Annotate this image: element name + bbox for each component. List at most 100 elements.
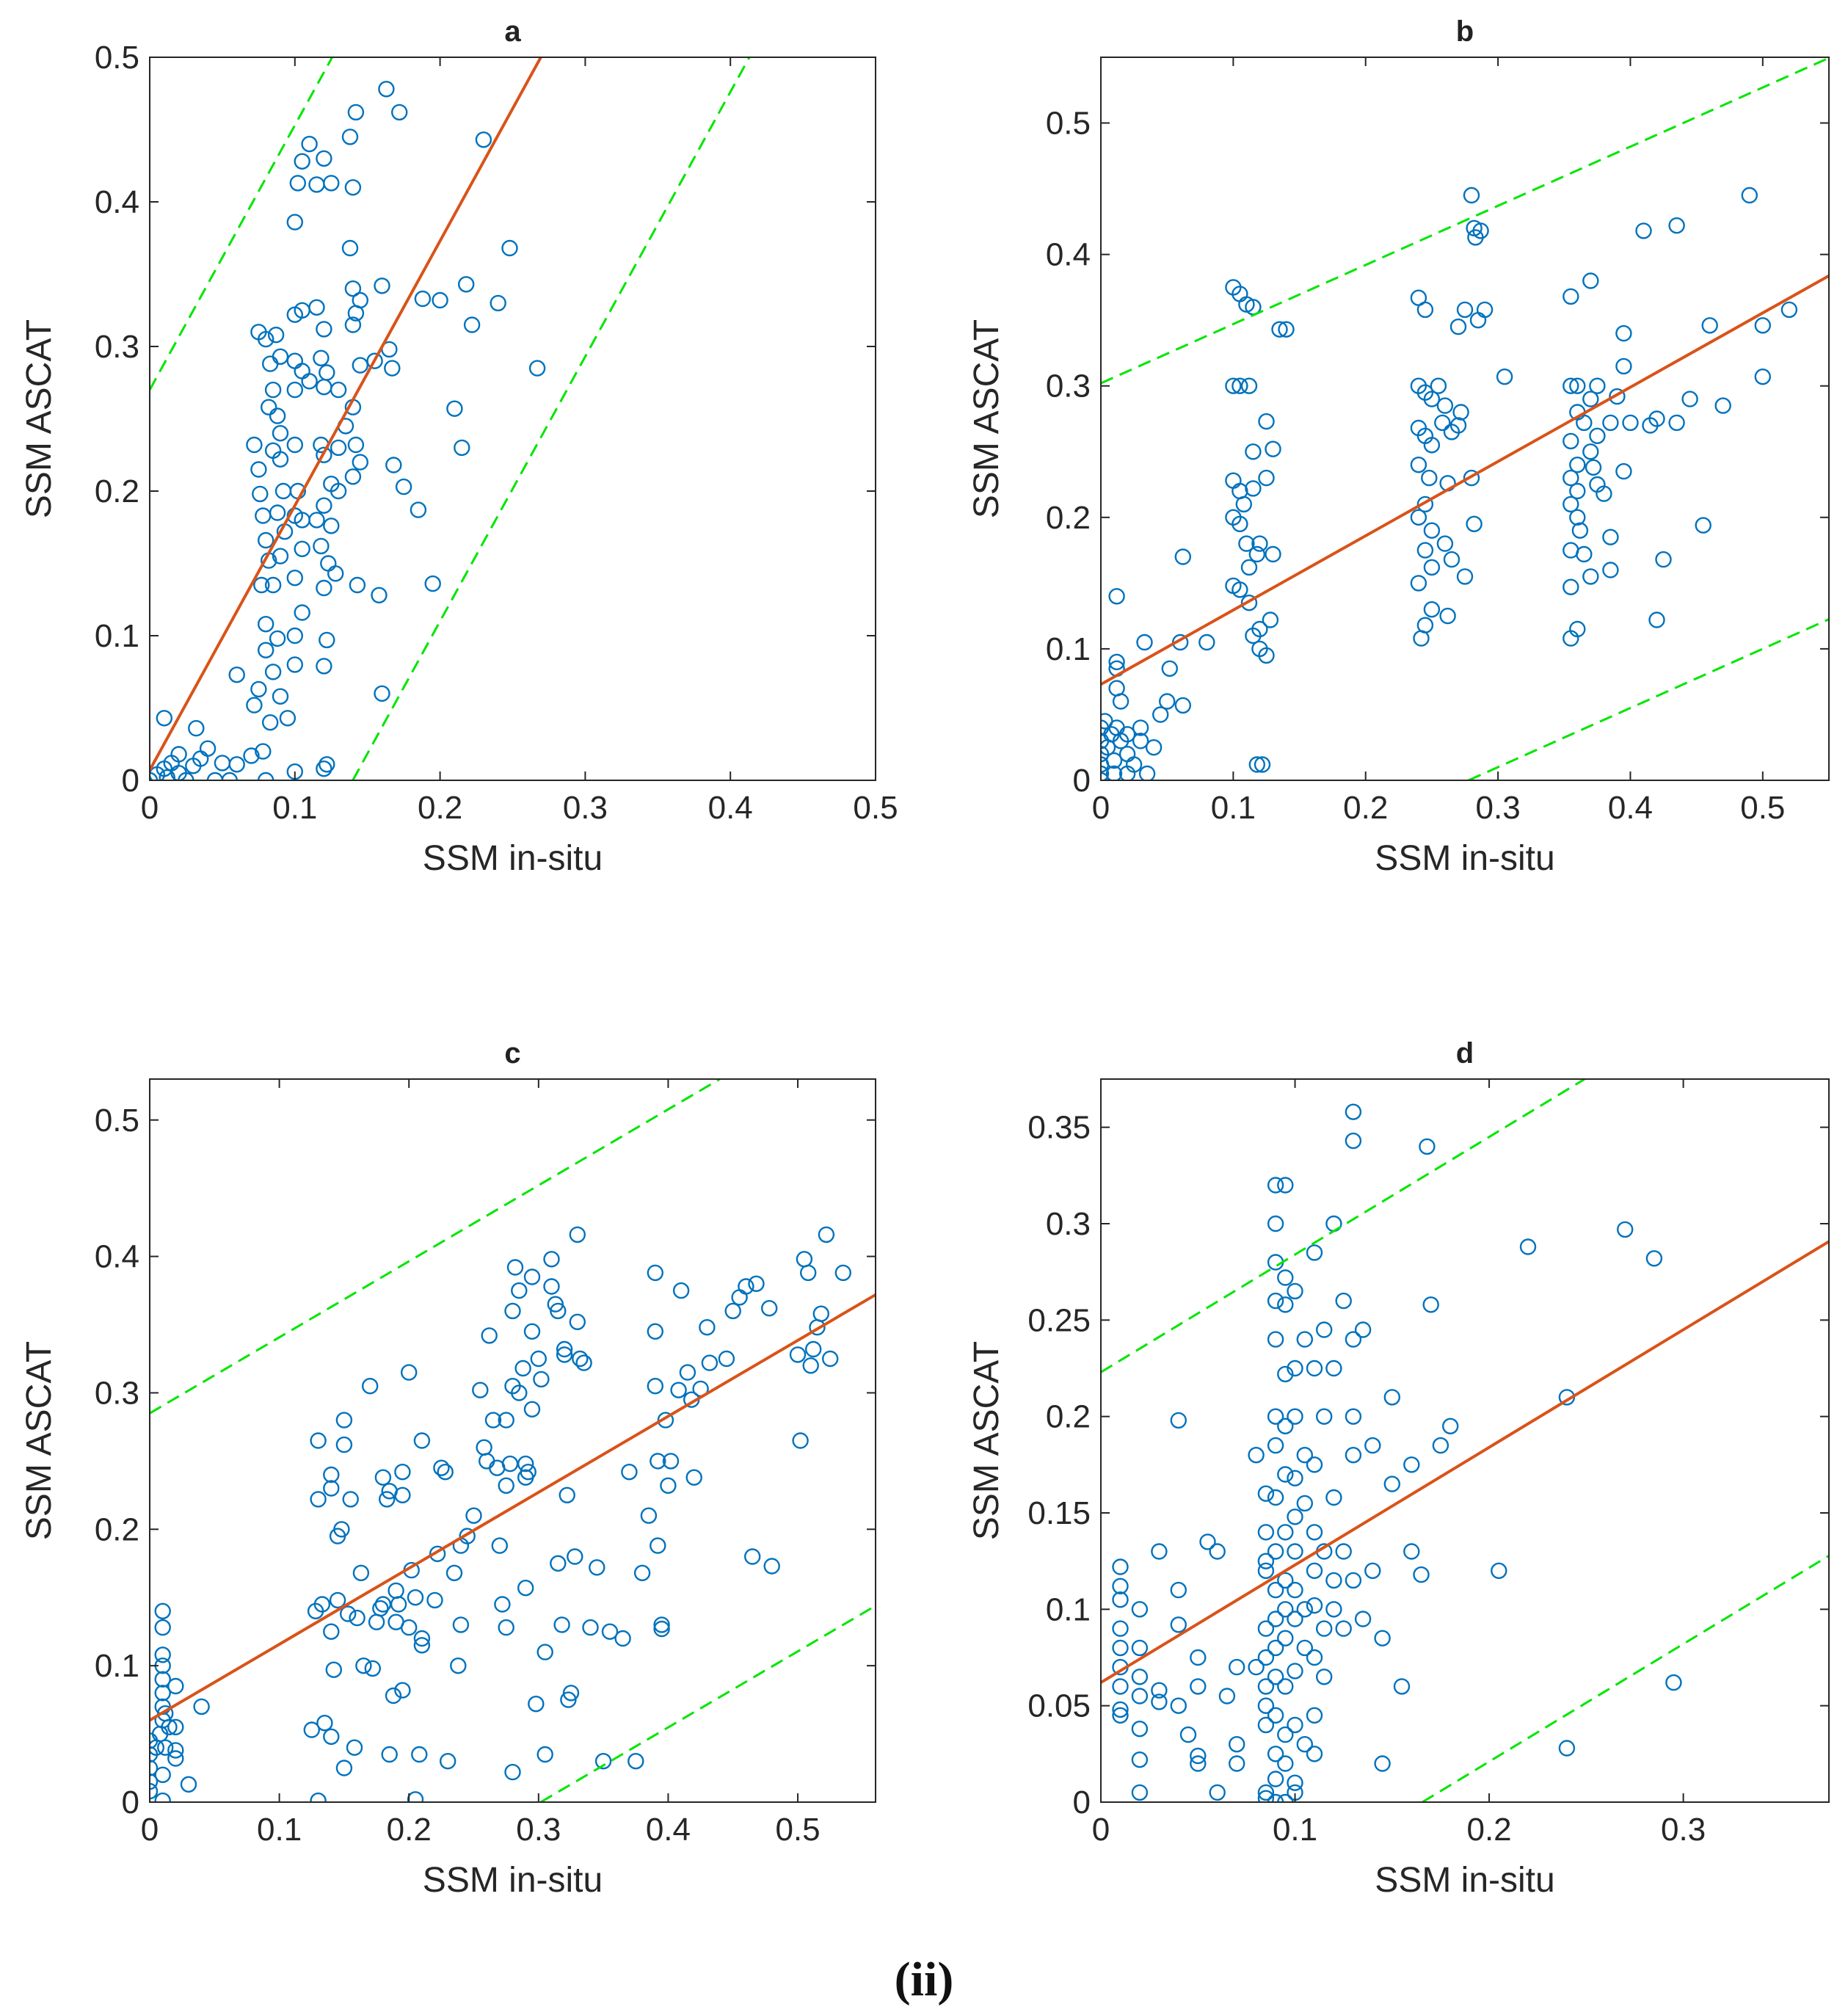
data-point (313, 1596, 331, 1613)
x-tick-label: 0.3 (1661, 1812, 1706, 1848)
data-point (1257, 1790, 1275, 1802)
data-point (1257, 1784, 1275, 1801)
data-point (1138, 765, 1156, 780)
data-point (1245, 443, 1262, 460)
x-tick-label: 0.3 (1476, 790, 1521, 826)
data-point (647, 1377, 663, 1395)
data-point (562, 1685, 580, 1702)
data-point (1238, 535, 1255, 552)
data-point (362, 1377, 379, 1395)
points-a (150, 81, 546, 780)
y-tick-label: 0 (1073, 1785, 1091, 1820)
panel-title: c (504, 1037, 520, 1070)
data-point (1645, 1250, 1663, 1267)
data-point (1423, 601, 1441, 618)
data-point (267, 327, 285, 344)
data-point (272, 451, 289, 468)
data-point (501, 239, 518, 257)
data-point (1277, 1630, 1294, 1647)
data-point (1602, 414, 1619, 432)
panels: 0 0.1 0.2 0.3 0.4 0.5 0 0.1 0.2 0.3 0.4 0.5 a SSM in-… (20, 15, 1830, 1900)
y-axis-label: SSM ASCAT (20, 319, 59, 518)
data-point (1277, 1793, 1294, 1802)
data-point (178, 771, 194, 780)
data-point (1232, 377, 1248, 394)
data-point (1325, 1489, 1342, 1506)
data-point (269, 630, 286, 647)
data-point (206, 771, 224, 780)
data-point (154, 1602, 171, 1620)
data-point (1383, 1475, 1401, 1492)
data-point (452, 1616, 470, 1633)
data-point (349, 1609, 365, 1627)
data-point (1112, 1591, 1129, 1608)
data-point (601, 1623, 619, 1640)
data-point (1258, 469, 1275, 487)
data-point (1665, 1674, 1682, 1691)
data-point (272, 348, 289, 365)
data-point (1563, 578, 1579, 595)
data-point (1218, 1688, 1236, 1704)
data-point (1232, 581, 1248, 598)
data-point (228, 667, 245, 683)
data-point (1257, 1620, 1275, 1637)
data-point (1325, 1601, 1342, 1618)
y-tick-label: 0.35 (1027, 1110, 1091, 1146)
data-point (550, 1302, 567, 1320)
data-point (1296, 1601, 1314, 1618)
data-point (414, 290, 432, 308)
data-point (1267, 1177, 1284, 1194)
data-point (329, 1591, 346, 1609)
axes-box-a (149, 57, 876, 781)
data-point (1582, 391, 1599, 407)
data-point (250, 461, 267, 478)
data-point (1267, 1639, 1284, 1657)
y-axis-label: SSM ASCAT (967, 1341, 1006, 1540)
data-point (289, 175, 306, 192)
data-point (188, 719, 205, 737)
data-point (1423, 391, 1441, 407)
data-point (1576, 414, 1593, 432)
data-point (1609, 388, 1626, 405)
data-point (154, 1766, 171, 1784)
data-point (316, 760, 332, 777)
data-point (379, 1491, 396, 1508)
data-point (258, 531, 274, 549)
data-point (1131, 1601, 1149, 1618)
data-point (1287, 1543, 1303, 1560)
data-point (653, 1620, 670, 1638)
data-point (1251, 620, 1268, 638)
data-point (528, 1695, 545, 1713)
data-point (1315, 1408, 1333, 1425)
y-tick-label: 0 (122, 1785, 139, 1820)
data-point (258, 642, 274, 658)
data-point (1306, 1562, 1323, 1580)
data-point (1287, 1408, 1303, 1425)
data-point (575, 1354, 592, 1371)
data-point (346, 1739, 363, 1756)
data-point (1589, 377, 1606, 394)
data-point (1622, 414, 1639, 432)
data-point (319, 631, 335, 649)
data-point (1615, 357, 1632, 375)
data-point (394, 1486, 411, 1504)
lines-c (150, 1079, 876, 1802)
data-point (150, 1773, 159, 1790)
data-point (1131, 1784, 1149, 1801)
data-point (385, 1687, 402, 1704)
x-tick-label: 0.1 (1211, 790, 1256, 826)
data-point (349, 576, 366, 594)
data-point (792, 1432, 809, 1449)
x-tick-label: 0.2 (387, 1812, 432, 1848)
data-point (701, 1354, 719, 1371)
data-point (154, 1647, 171, 1663)
data-point (1569, 457, 1586, 473)
data-point (303, 1721, 320, 1738)
data-point (1267, 1292, 1284, 1310)
data-point (633, 1564, 651, 1582)
data-point (437, 1463, 454, 1481)
y-axis-label: SSM ASCAT (967, 319, 1006, 518)
data-point (413, 1432, 431, 1449)
data-point (589, 1559, 605, 1576)
data-point (1267, 1437, 1284, 1454)
